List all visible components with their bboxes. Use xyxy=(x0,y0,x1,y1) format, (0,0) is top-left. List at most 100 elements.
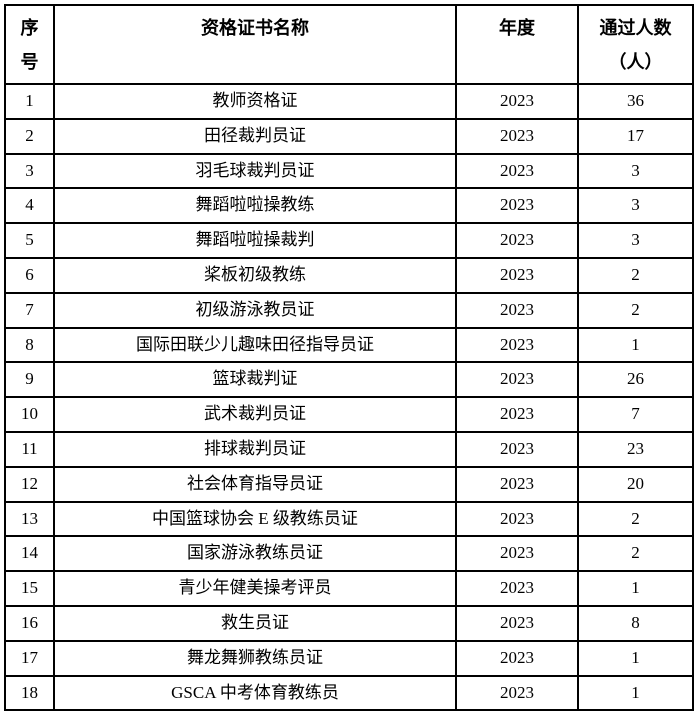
table-row: 11 排球裁判员证 2023 23 xyxy=(4,430,694,468)
row-number-cell: 14 xyxy=(4,535,55,573)
table-body: 1 教师资格证 2023 36 2 田径裁判员证 2023 17 3 羽毛球裁判… xyxy=(4,83,694,711)
year-cell: 2023 xyxy=(455,256,579,294)
pass-count-cell: 17 xyxy=(577,117,694,155)
table-row: 9 篮球裁判证 2023 26 xyxy=(4,361,694,399)
year-cell: 2023 xyxy=(455,361,579,399)
pass-count-cell: 2 xyxy=(577,256,694,294)
pass-count-cell: 26 xyxy=(577,361,694,399)
row-number-cell: 4 xyxy=(4,187,55,225)
year-cell: 2023 xyxy=(455,291,579,329)
pass-count-cell: 1 xyxy=(577,639,694,677)
year-cell: 2023 xyxy=(455,187,579,225)
pass-count-cell: 3 xyxy=(577,222,694,259)
row-number-cell: 12 xyxy=(4,465,55,503)
certificate-name-cell: 篮球裁判证 xyxy=(53,361,457,399)
header-certificate-name-label: 资格证书名称 xyxy=(201,18,309,38)
year-cell: 2023 xyxy=(455,604,579,642)
row-number-cell: 17 xyxy=(4,639,55,677)
year-cell: 2023 xyxy=(455,535,579,573)
certificate-name-cell: GSCA 中考体育教练员 xyxy=(53,674,457,711)
row-number-cell: 1 xyxy=(4,83,55,120)
year-cell: 2023 xyxy=(455,674,579,711)
year-cell: 2023 xyxy=(455,117,579,155)
row-number-cell: 18 xyxy=(4,674,55,711)
certificate-name-cell: 桨板初级教练 xyxy=(53,256,457,294)
table-row: 6 桨板初级教练 2023 2 xyxy=(4,256,694,294)
table-row: 4 舞蹈啦啦操教练 2023 3 xyxy=(4,187,694,225)
certificate-name-cell: 青少年健美操考评员 xyxy=(53,570,457,607)
certificate-name-cell: 羽毛球裁判员证 xyxy=(53,152,457,190)
table-row: 8 国际田联少儿趣味田径指导员证 2023 1 xyxy=(4,326,694,364)
certificate-name-cell: 中国篮球协会 E 级教练员证 xyxy=(53,500,457,538)
header-row: 序 号 资格证书名称 年度 通过人数 （人） xyxy=(4,4,694,85)
certificate-name-cell: 武术裁判员证 xyxy=(53,396,457,433)
pass-count-cell: 1 xyxy=(577,674,694,711)
year-cell: 2023 xyxy=(455,465,579,503)
row-number-cell: 8 xyxy=(4,326,55,364)
table-row: 13 中国篮球协会 E 级教练员证 2023 2 xyxy=(4,500,694,538)
row-number-cell: 5 xyxy=(4,222,55,259)
year-cell: 2023 xyxy=(455,500,579,538)
certificate-name-cell: 舞蹈啦啦操教练 xyxy=(53,187,457,225)
pass-count-cell: 2 xyxy=(577,500,694,538)
table-row: 12 社会体育指导员证 2023 20 xyxy=(4,465,694,503)
table-row: 14 国家游泳教练员证 2023 2 xyxy=(4,535,694,573)
pass-count-cell: 3 xyxy=(577,187,694,225)
table-row: 17 舞龙舞狮教练员证 2023 1 xyxy=(4,639,694,677)
year-cell: 2023 xyxy=(455,326,579,364)
row-number-cell: 11 xyxy=(4,430,55,468)
header-number-line2: 号 xyxy=(20,52,39,72)
pass-count-cell: 2 xyxy=(577,291,694,329)
pass-count-cell: 1 xyxy=(577,570,694,607)
header-number-line1: 序 xyxy=(20,18,39,38)
certificate-name-cell: 教师资格证 xyxy=(53,83,457,120)
row-number-cell: 9 xyxy=(4,361,55,399)
header-pass-count-line1: 通过人数 xyxy=(599,18,672,38)
row-number-cell: 7 xyxy=(4,291,55,329)
pass-count-cell: 20 xyxy=(577,465,694,503)
row-number-cell: 15 xyxy=(4,570,55,607)
table-row: 1 教师资格证 2023 36 xyxy=(4,83,694,120)
table-row: 5 舞蹈啦啦操裁判 2023 3 xyxy=(4,222,694,259)
row-number-cell: 3 xyxy=(4,152,55,190)
table-row: 16 救生员证 2023 8 xyxy=(4,604,694,642)
year-cell: 2023 xyxy=(455,152,579,190)
pass-count-cell: 3 xyxy=(577,152,694,190)
table-row: 3 羽毛球裁判员证 2023 3 xyxy=(4,152,694,190)
year-cell: 2023 xyxy=(455,396,579,433)
year-cell: 2023 xyxy=(455,83,579,120)
certificate-name-cell: 初级游泳教员证 xyxy=(53,291,457,329)
pass-count-cell: 8 xyxy=(577,604,694,642)
pass-count-cell: 2 xyxy=(577,535,694,573)
certificates-table: 序 号 资格证书名称 年度 通过人数 （人） 1 教师资格证 2023 36 2… xyxy=(4,4,694,711)
year-cell: 2023 xyxy=(455,430,579,468)
certificate-name-cell: 舞蹈啦啦操裁判 xyxy=(53,222,457,259)
row-number-cell: 16 xyxy=(4,604,55,642)
certificate-name-cell: 田径裁判员证 xyxy=(53,117,457,155)
column-header-certificate-name: 资格证书名称 xyxy=(53,4,457,85)
table-row: 18 GSCA 中考体育教练员 2023 1 xyxy=(4,674,694,711)
pass-count-cell: 36 xyxy=(577,83,694,120)
row-number-cell: 13 xyxy=(4,500,55,538)
header-pass-count-line2: （人） xyxy=(608,52,663,72)
certificate-name-cell: 国际田联少儿趣味田径指导员证 xyxy=(53,326,457,364)
row-number-cell: 6 xyxy=(4,256,55,294)
pass-count-cell: 23 xyxy=(577,430,694,468)
certificate-name-cell: 社会体育指导员证 xyxy=(53,465,457,503)
year-cell: 2023 xyxy=(455,570,579,607)
row-number-cell: 2 xyxy=(4,117,55,155)
pass-count-cell: 1 xyxy=(577,326,694,364)
certificate-name-cell: 舞龙舞狮教练员证 xyxy=(53,639,457,677)
table-row: 7 初级游泳教员证 2023 2 xyxy=(4,291,694,329)
column-header-year: 年度 xyxy=(455,4,579,85)
header-year-label: 年度 xyxy=(499,18,535,38)
table-row: 10 武术裁判员证 2023 7 xyxy=(4,396,694,433)
column-header-number: 序 号 xyxy=(4,4,55,85)
table-row: 2 田径裁判员证 2023 17 xyxy=(4,117,694,155)
column-header-pass-count: 通过人数 （人） xyxy=(577,4,694,85)
table-header: 序 号 资格证书名称 年度 通过人数 （人） xyxy=(4,4,694,85)
year-cell: 2023 xyxy=(455,639,579,677)
table-row: 15 青少年健美操考评员 2023 1 xyxy=(4,570,694,607)
certificate-name-cell: 救生员证 xyxy=(53,604,457,642)
